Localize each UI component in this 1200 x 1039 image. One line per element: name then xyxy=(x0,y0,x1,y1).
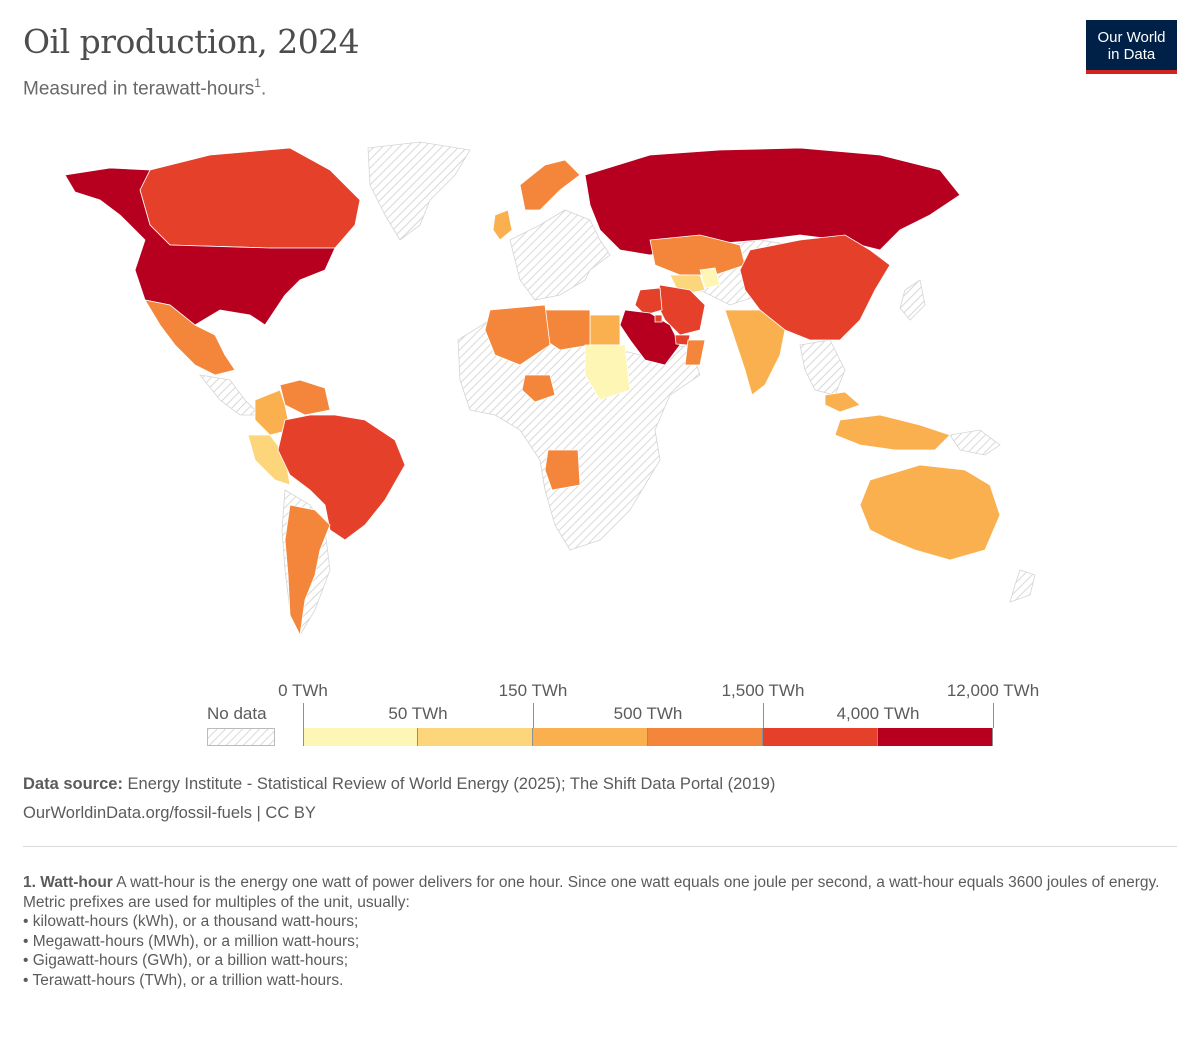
country-india[interactable] xyxy=(724,309,786,396)
source-text: Energy Institute - Statistical Review of… xyxy=(127,775,776,793)
logo-line-1: Our World xyxy=(1097,29,1166,46)
country-australia[interactable] xyxy=(859,464,1001,561)
country-oman[interactable] xyxy=(684,339,706,366)
country-canada[interactable] xyxy=(139,147,361,249)
legend-tick-label: 0 TWh xyxy=(278,681,328,700)
legend-bin[interactable] xyxy=(648,728,763,746)
legend-tick-line xyxy=(533,703,534,728)
world-map[interactable] xyxy=(0,130,1200,670)
footnotes: 1. Watt-hour A watt-hour is the energy o… xyxy=(23,873,1173,990)
no-data-se-asia-rest[interactable] xyxy=(799,339,846,396)
country-kazakhstan[interactable] xyxy=(649,234,746,276)
legend-tick-label: 12,000 TWh xyxy=(946,681,1040,700)
footnote-definition-text: A watt-hour is the energy one watt of po… xyxy=(116,874,1160,891)
footnote-definition: 1. Watt-hour A watt-hour is the energy o… xyxy=(23,873,1173,893)
legend-tick-label: 500 TWh xyxy=(613,704,683,723)
legend-tick-line xyxy=(303,703,304,728)
footnote-mark[interactable]: 1 xyxy=(254,76,261,90)
country-sudan[interactable] xyxy=(584,344,631,401)
country-united-kingdom[interactable] xyxy=(492,209,513,241)
legend-bin[interactable] xyxy=(533,728,648,746)
legend-tick-line xyxy=(993,703,994,728)
no-data-greenland[interactable] xyxy=(367,141,471,241)
divider xyxy=(23,846,1177,847)
color-legend: No data 0 TWh 150 TWh 1,500 TWh 12,000 TWh 5… xyxy=(0,675,1200,755)
map-svg[interactable] xyxy=(0,130,1200,670)
legend-bin[interactable] xyxy=(763,728,878,746)
legend-tick-label: 50 TWh xyxy=(388,704,448,723)
country-brazil[interactable] xyxy=(277,414,406,541)
subtitle-text: Measured in terawatt-hours xyxy=(23,78,255,100)
no-data-japan[interactable] xyxy=(899,279,926,321)
country-united-states[interactable] xyxy=(64,167,336,326)
legend-tick-label: 1,500 TWh xyxy=(721,681,805,700)
country-venezuela[interactable] xyxy=(279,379,331,416)
footnote-term: 1. Watt-hour xyxy=(23,874,113,891)
country-russia[interactable] xyxy=(584,147,961,256)
country-norway[interactable] xyxy=(519,159,581,211)
prefix-item: • Megawatt-hours (MWh), or a million wat… xyxy=(23,932,360,950)
country-malaysia[interactable] xyxy=(824,391,861,413)
prefix-item: • Terawatt-hours (TWh), or a trillion wa… xyxy=(23,971,344,989)
prefix-item: • Gigawatt-hours (GWh), or a billion wat… xyxy=(23,952,349,969)
subtitle-end: . xyxy=(260,78,267,100)
country-egypt[interactable] xyxy=(589,314,621,346)
no-data-nz[interactable] xyxy=(1009,569,1036,603)
legend-tick-line xyxy=(763,703,764,728)
country-nigeria[interactable] xyxy=(521,374,556,403)
chart-title: Oil production, 2024 xyxy=(23,22,360,61)
country-argentina[interactable] xyxy=(284,504,331,637)
country-iraq[interactable] xyxy=(634,287,663,316)
country-mexico[interactable] xyxy=(144,299,236,376)
owid-logo[interactable]: Our World in Data xyxy=(1086,20,1177,74)
country-angola[interactable] xyxy=(544,449,581,491)
country-uzbekistan[interactable] xyxy=(699,267,721,289)
country-indonesia[interactable] xyxy=(834,414,951,451)
country-kuwait[interactable] xyxy=(654,314,663,323)
no-data-europe-rest[interactable] xyxy=(509,209,611,301)
no-data-png[interactable] xyxy=(949,429,1001,456)
legend-tick-label: 150 TWh xyxy=(498,681,568,700)
legend-bin[interactable] xyxy=(303,728,418,746)
legend-tick-label: 4,000 TWh xyxy=(836,704,920,723)
chart-subtitle: Measured in terawatt-hours1. xyxy=(23,76,266,100)
legend-bin[interactable] xyxy=(418,728,533,746)
data-source: Data source: Energy Institute - Statisti… xyxy=(23,775,775,794)
no-data-label: No data xyxy=(207,704,267,723)
country-peru[interactable] xyxy=(247,434,291,486)
legend-bin[interactable] xyxy=(878,728,993,746)
prefix-intro: Metric prefixes are used for multiples o… xyxy=(23,893,410,911)
no-data-swatch[interactable] xyxy=(207,728,275,746)
country-algeria[interactable] xyxy=(484,304,551,366)
logo-line-2: in Data xyxy=(1107,46,1156,63)
prefix-item: • kilowatt-hours (kWh), or a thousand wa… xyxy=(23,913,359,930)
country-china[interactable] xyxy=(739,234,891,341)
source-label: Data source: xyxy=(23,775,123,793)
source-url[interactable]: OurWorldinData.org/fossil-fuels | CC BY xyxy=(23,804,316,822)
country-libya[interactable] xyxy=(544,309,591,351)
no-data-central-america[interactable] xyxy=(199,374,261,416)
